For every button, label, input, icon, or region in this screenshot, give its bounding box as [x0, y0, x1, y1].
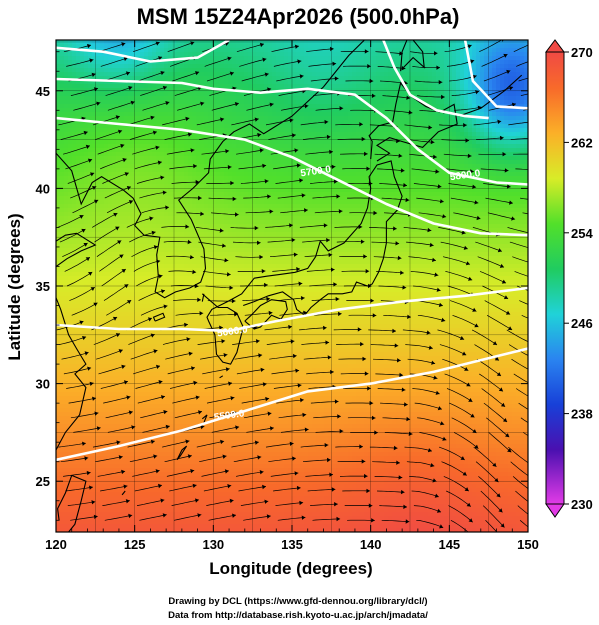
colorbar-bar: [545, 51, 565, 505]
y-axis: 25 30 35 40 45: [36, 51, 528, 521]
chart-title: MSM 15Z24Apr2026 (500.0hPa): [137, 4, 460, 29]
x-tick-label: 145: [438, 537, 460, 552]
colorbar-top-arrow: [545, 39, 565, 53]
x-tick-label: 130: [202, 537, 224, 552]
contour-label: 5700.0: [300, 164, 332, 179]
contour-line: [463, 40, 528, 110]
y-axis-label: Latitude (degrees): [5, 213, 24, 360]
colorbar-tick-label: 254: [571, 226, 593, 241]
contour-line: [56, 40, 230, 63]
credit-drawing: Drawing by DCL (https://www.gfd-dennou.o…: [168, 596, 427, 607]
contour-line: [56, 347, 528, 462]
contour-line: [382, 40, 489, 120]
contour-line: [56, 116, 528, 237]
colorbar-tick-label: 270: [571, 45, 593, 60]
contour-label: 5600.0: [216, 324, 248, 339]
credit-data: Data from http://database.rish.kyoto-u.a…: [168, 610, 428, 621]
contour-label: 5800.0: [449, 168, 481, 183]
colorbar-bottom-arrow: [545, 503, 565, 518]
x-tick-label: 135: [281, 537, 303, 552]
x-tick-label: 140: [360, 537, 382, 552]
y-tick-label: 25: [36, 474, 50, 489]
contour-label: 5500.0: [213, 408, 245, 423]
colorbar-tick-label: 238: [571, 407, 593, 422]
colorbar-tick-label: 262: [571, 135, 593, 150]
x-tick-label: 120: [45, 537, 67, 552]
colorbar-tick-label: 230: [571, 497, 593, 512]
x-axis-label: Longitude (degrees): [209, 559, 372, 578]
temperature-field: [56, 40, 528, 532]
contour-line: [56, 77, 528, 186]
colorbar: 230 238 246 254 262 270: [545, 39, 593, 518]
height-contours: 5500.0 5600.0 5700.0 5800.0: [56, 40, 528, 462]
colorbar-tick-label: 246: [571, 316, 593, 331]
x-tick-label: 125: [124, 537, 146, 552]
y-tick-label: 35: [36, 279, 50, 294]
x-tick-label: 150: [517, 537, 539, 552]
y-tick-label: 40: [36, 181, 50, 196]
y-tick-label: 30: [36, 377, 50, 392]
x-axis: 120 125 130 135 140 145 150: [45, 40, 539, 552]
y-tick-label: 45: [36, 84, 50, 99]
streamlines: [56, 40, 528, 532]
contour-line: [56, 286, 528, 333]
